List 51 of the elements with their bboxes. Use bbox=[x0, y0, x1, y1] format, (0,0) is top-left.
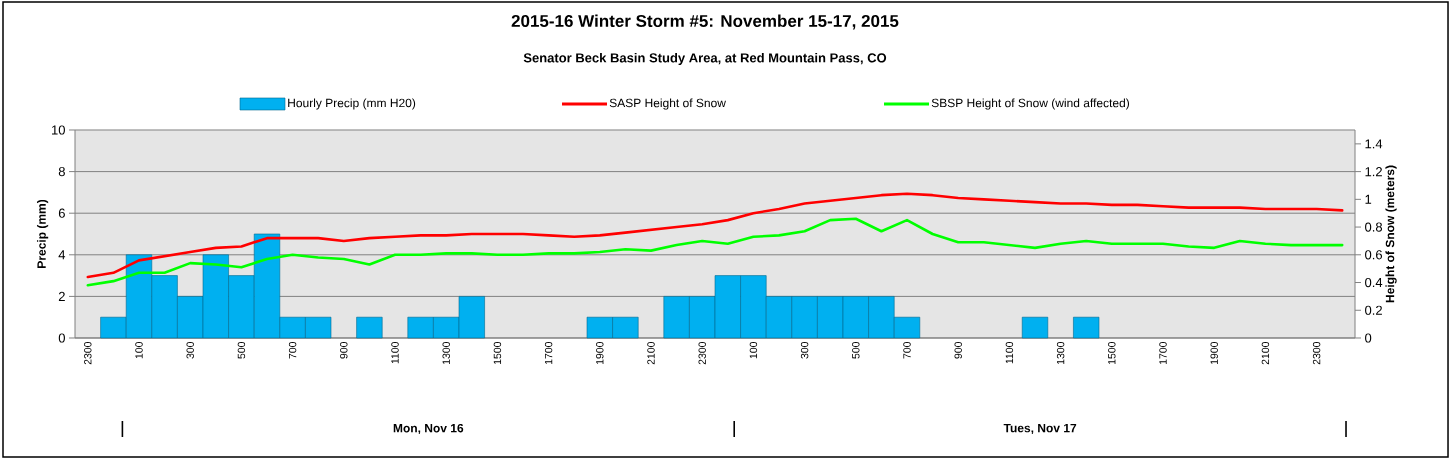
x-tick-label: 2300 bbox=[1312, 341, 1321, 365]
y2-tick-label: 0.6 bbox=[1365, 250, 1383, 260]
x-tick-label: 100 bbox=[135, 341, 143, 359]
x-tick-label: 900 bbox=[954, 341, 962, 359]
y2-tick-label: 1.2 bbox=[1365, 167, 1382, 177]
y2-tick-label: 0.2 bbox=[1365, 305, 1382, 315]
legend-label: SBSP Height of Snow (wind affected) bbox=[931, 98, 1130, 110]
y-tick-label: 2 bbox=[58, 291, 65, 301]
x-tick-label: 300 bbox=[800, 341, 809, 359]
chart-subtitle: Senator Beck Basin Study Area, at Red Mountain Pass, CO bbox=[523, 52, 887, 66]
bar bbox=[356, 316, 383, 339]
chart-title: 2015-16 Winter Storm #5: November 15-17, 2015 bbox=[511, 14, 899, 30]
x-tick-label: 2300 bbox=[698, 341, 706, 365]
x-tick-label: 100 bbox=[749, 341, 758, 359]
y2-tick-label: 1.4 bbox=[1365, 139, 1383, 149]
legend-label: SASP Height of Snow bbox=[609, 98, 726, 110]
x-tick-label: 1500 bbox=[493, 341, 502, 365]
x-tick-label: 1300 bbox=[442, 341, 450, 365]
x-tick-label: 300 bbox=[186, 341, 194, 359]
x-tick-label: 900 bbox=[340, 341, 348, 359]
x-tick-label: 1100 bbox=[391, 341, 399, 364]
y-tick-label: 10 bbox=[52, 125, 65, 135]
y2-axis-title: Height of Snow (meters) bbox=[1385, 165, 1397, 303]
x-tick-label: 1700 bbox=[1159, 341, 1167, 365]
y2-tick-label: 1 bbox=[1365, 194, 1372, 204]
y-axis-title: Precip (mm) bbox=[36, 199, 49, 268]
y-tick-label: 4 bbox=[58, 250, 66, 260]
x-tick-label: 1500 bbox=[1108, 341, 1116, 365]
x-tick-label: 500 bbox=[237, 341, 246, 359]
x-tick-label: 1100 bbox=[1005, 341, 1014, 364]
y-tick-label: 6 bbox=[58, 208, 65, 218]
text: Mon, Nov 16 bbox=[393, 423, 464, 435]
x-tick-label: 1700 bbox=[544, 341, 553, 365]
x-tick-label: 700 bbox=[903, 341, 911, 359]
x-tick-label: 1300 bbox=[1056, 341, 1065, 365]
x-tick-label: 2100 bbox=[1261, 341, 1270, 365]
y2-tick-label: 0.4 bbox=[1365, 277, 1383, 288]
legend-label: Hourly Precip (mm H20) bbox=[288, 98, 416, 110]
bar bbox=[1021, 316, 1049, 339]
x-tick-label: 2300 bbox=[84, 341, 92, 365]
x-tick-label: 1900 bbox=[1210, 341, 1218, 365]
y2-tick-label: 0 bbox=[1365, 333, 1372, 343]
y2-tick-label: 0.8 bbox=[1365, 222, 1383, 232]
x-tick-label: 500 bbox=[852, 341, 860, 359]
x-tick-label: 2100 bbox=[647, 341, 655, 365]
x-tick-label: 700 bbox=[288, 341, 297, 359]
text: Tues, Nov 17 bbox=[1003, 423, 1077, 435]
bar bbox=[1073, 316, 1100, 339]
y-tick-label: 0 bbox=[58, 333, 65, 343]
x-tick-label: 1900 bbox=[596, 341, 604, 365]
y-tick-label: 8 bbox=[58, 166, 65, 177]
